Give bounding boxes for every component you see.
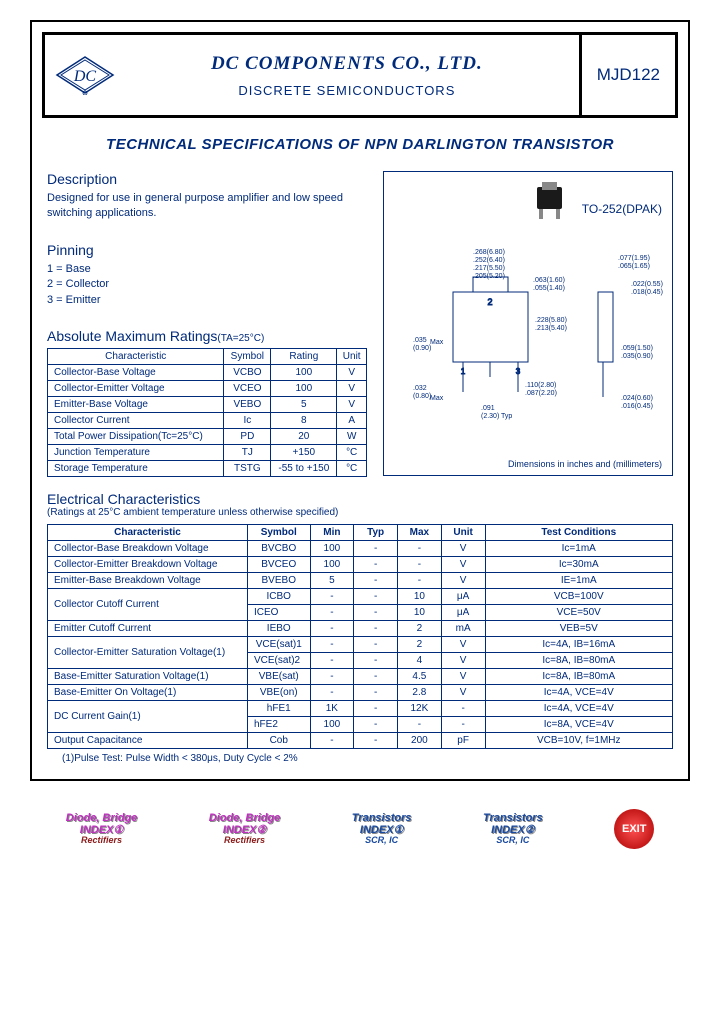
ratings-table: CharacteristicSymbolRatingUnit Collector… — [47, 348, 367, 477]
dc-logo: DC — [55, 55, 115, 95]
table-row: Junction TemperatureTJ+150°C — [48, 444, 367, 460]
company-name: DC COMPONENTS CO., LTD. — [125, 53, 569, 75]
svg-text:3: 3 — [516, 367, 521, 376]
svg-text:.110(2.80): .110(2.80) — [525, 382, 556, 389]
desc-text: Designed for use in general purpose ampl… — [47, 191, 373, 222]
svg-text:.035(0.90): .035(0.90) — [621, 353, 653, 360]
elec-footnote: (1)Pulse Test: Pulse Width < 380μs, Duty… — [47, 753, 673, 764]
svg-text:(0.80): (0.80) — [413, 393, 431, 400]
page-frame: DC DC COMPONENTS CO., LTD. DISCRETE SEMI… — [30, 20, 690, 781]
table-row: Collector-Base Breakdown VoltageBVCBO100… — [48, 540, 673, 556]
pin-3: 3 = Emitter — [47, 293, 373, 308]
table-header: Test Conditions — [485, 524, 673, 540]
svg-text:.065(1.65): .065(1.65) — [618, 263, 650, 270]
svg-text:(0.90): (0.90) — [413, 345, 431, 352]
package-dim-note: Dimensions in inches and (millimeters) — [508, 459, 662, 469]
svg-text:.063(1.60): .063(1.60) — [533, 277, 565, 284]
table-header: Unit — [337, 348, 367, 364]
table-row: Collector-Emitter Breakdown VoltageBVCEO… — [48, 556, 673, 572]
svg-text:.252(6.40): .252(6.40) — [473, 257, 505, 264]
svg-text:.091: .091 — [481, 405, 495, 412]
table-row: Emitter Cutoff CurrentIEBO--2mAVEB=5V — [48, 620, 673, 636]
part-number: MJD122 — [579, 35, 675, 115]
elec-heading: Electrical Characteristics — [47, 491, 673, 507]
svg-text:DC: DC — [73, 68, 97, 85]
table-header: Symbol — [224, 348, 271, 364]
table-row: Storage TemperatureTSTG-55 to +150°C — [48, 460, 367, 476]
table-row: Total Power Dissipation(Tc=25°C)PD20W — [48, 428, 367, 444]
svg-text:.035: .035 — [413, 337, 427, 344]
header-box: DC DC COMPONENTS CO., LTD. DISCRETE SEMI… — [42, 32, 678, 118]
svg-text:.022(0.55): .022(0.55) — [631, 281, 663, 288]
package-drawing: 2 1 3 .268(6.80).252(6.40) .217(5.50).20… — [394, 242, 682, 442]
svg-text:.087(2.20): .087(2.20) — [525, 390, 557, 397]
svg-text:.077(1.95): .077(1.95) — [618, 255, 650, 262]
header-left: DC DC COMPONENTS CO., LTD. DISCRETE SEMI… — [45, 35, 579, 115]
table-header: Unit — [441, 524, 485, 540]
footer-transistor-index-1[interactable]: Transistors INDEX① SCR, IC — [352, 812, 412, 846]
svg-text:2: 2 — [487, 297, 492, 307]
pin-1: 1 = Base — [47, 262, 373, 277]
table-header: Max — [398, 524, 442, 540]
package-photo-icon — [527, 182, 572, 222]
svg-text:.016(0.45): .016(0.45) — [621, 403, 653, 410]
package-label: TO-252(DPAK) — [582, 202, 662, 216]
svg-text:.055(1.40): .055(1.40) — [533, 285, 565, 292]
ratings-heading: Absolute Maximum Ratings(TA=25°C) — [47, 328, 373, 344]
table-row: Collector-Emitter Saturation Voltage(1)V… — [48, 636, 673, 652]
table-header: Min — [310, 524, 354, 540]
footer-nav: Diode, Bridge INDEX① Rectifiers Diode, B… — [0, 801, 720, 857]
table-row: Base-Emitter On Voltage(1)VBE(on)--2.8VI… — [48, 684, 673, 700]
pinning-heading: Pinning — [47, 242, 373, 258]
doc-title: TECHNICAL SPECIFICATIONS OF NPN DARLINGT… — [32, 136, 688, 153]
table-row: Emitter-Base Breakdown VoltageBVEBO5--VI… — [48, 572, 673, 588]
table-row: Collector-Base VoltageVCBO100V — [48, 364, 367, 380]
svg-text:.018(0.45): .018(0.45) — [631, 289, 663, 296]
svg-text:Max: Max — [430, 339, 444, 346]
exit-button[interactable]: EXIT — [614, 809, 654, 849]
desc-heading: Description — [47, 171, 373, 187]
table-row: Collector CurrentIc8A — [48, 412, 367, 428]
svg-text:.228(5.80): .228(5.80) — [535, 317, 567, 324]
svg-text:(2.30): (2.30) — [481, 413, 499, 420]
elec-table: CharacteristicSymbolMinTypMaxUnitTest Co… — [47, 524, 673, 749]
svg-text:.268(6.80): .268(6.80) — [473, 249, 505, 256]
svg-text:.024(0.60): .024(0.60) — [621, 395, 653, 402]
svg-text:.032: .032 — [413, 385, 427, 392]
package-outline: TO-252(DPAK) 2 1 3 — [383, 171, 673, 476]
table-header: Rating — [271, 348, 337, 364]
table-row: Collector-Emitter VoltageVCEO100V — [48, 380, 367, 396]
pinning-list: 1 = Base 2 = Collector 3 = Emitter — [47, 262, 373, 308]
table-row: Emitter-Base VoltageVEBO5V — [48, 396, 367, 412]
svg-text:.205(5.20): .205(5.20) — [473, 273, 505, 280]
table-header: Characteristic — [48, 524, 248, 540]
footer-transistor-index-2[interactable]: Transistors INDEX② SCR, IC — [483, 812, 543, 846]
table-row: Collector Cutoff CurrentICBO--10μAVCB=10… — [48, 588, 673, 604]
table-row: Output CapacitanceCob--200pFVCB=10V, f=1… — [48, 732, 673, 748]
footer-diode-index-2[interactable]: Diode, Bridge INDEX② Rectifiers — [209, 812, 281, 846]
table-header: Characteristic — [48, 348, 224, 364]
footer-diode-index-1[interactable]: Diode, Bridge INDEX① Rectifiers — [66, 812, 138, 846]
pin-2: 2 = Collector — [47, 277, 373, 292]
elec-sub: (Ratings at 25°C ambient temperature unl… — [47, 507, 673, 518]
table-row: DC Current Gain(1)hFE11K-12K-Ic=4A, VCE=… — [48, 700, 673, 716]
svg-text:.213(5.40): .213(5.40) — [535, 325, 567, 332]
table-header: Typ — [354, 524, 398, 540]
svg-text:Max: Max — [430, 395, 444, 402]
svg-text:Typ: Typ — [501, 413, 512, 420]
subtitle: DISCRETE SEMICONDUCTORS — [125, 83, 569, 98]
svg-text:.059(1.50): .059(1.50) — [621, 345, 653, 352]
svg-text:1: 1 — [461, 367, 466, 376]
svg-text:.217(5.50): .217(5.50) — [473, 265, 505, 272]
table-header: Symbol — [248, 524, 311, 540]
table-row: Base-Emitter Saturation Voltage(1)VBE(sa… — [48, 668, 673, 684]
